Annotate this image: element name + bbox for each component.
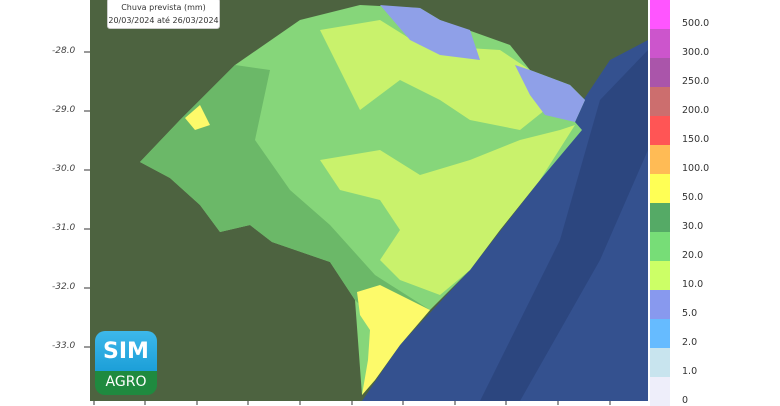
colorbar — [650, 0, 670, 406]
colorbar-swatch — [650, 145, 670, 174]
y-tick-label: -31.0 — [52, 223, 76, 233]
colorbar-swatch — [650, 261, 670, 290]
zone-50-100mm-south — [357, 285, 430, 395]
state-rio-grande-do-sul — [140, 5, 585, 395]
colorbar-swatch — [650, 116, 670, 145]
y-tick-label: -29.0 — [52, 105, 76, 115]
logo-sim: SIM — [95, 331, 157, 371]
legend-period: 20/03/2024 até 26/03/2024 — [108, 16, 219, 25]
colorbar-label: 300.0 — [682, 47, 710, 58]
colorbar-swatch — [650, 203, 670, 232]
colorbar-swatch — [650, 348, 670, 377]
colorbar-label: 10.0 — [682, 279, 704, 290]
colorbar-swatch — [650, 174, 670, 203]
y-tick-label: -28.0 — [52, 46, 76, 56]
map-legend-box: Chuva prevista (mm) 20/03/2024 até 26/03… — [107, 0, 220, 29]
x-axis-ticks — [93, 401, 611, 405]
colorbar-label: 200.0 — [682, 105, 710, 116]
colorbar-label: 150.0 — [682, 134, 710, 145]
colorbar-label: 20.0 — [682, 250, 704, 261]
colorbar-swatch — [650, 319, 670, 348]
y-tick-label: -33.0 — [52, 341, 76, 351]
colorbar-label: 250.0 — [682, 76, 710, 87]
colorbar-label: 0 — [682, 395, 689, 406]
colorbar-swatch — [650, 290, 670, 319]
colorbar-label: 100.0 — [682, 163, 710, 174]
y-tick-label: -30.0 — [52, 164, 76, 174]
colorbar-label: 5.0 — [682, 308, 698, 319]
zone-30-50mm — [140, 65, 430, 345]
zone-10-20mm-east — [320, 125, 575, 295]
logo-agro: AGRO — [95, 371, 157, 395]
colorbar-label: 2.0 — [682, 337, 698, 348]
zone-10-20mm-north — [320, 20, 545, 130]
rainfall-map — [84, 0, 648, 405]
y-tick-label: -32.0 — [52, 282, 76, 292]
colorbar-label: 1.0 — [682, 366, 698, 377]
colorbar-swatch — [650, 377, 670, 406]
colorbar-label: 50.0 — [682, 192, 704, 203]
zone-5-10mm-northeast — [515, 65, 585, 122]
colorbar-label: 500.0 — [682, 18, 710, 29]
sea-deep — [480, 50, 648, 401]
simagro-logo: SIM AGRO — [95, 331, 157, 395]
zone-50-100mm-west — [185, 105, 210, 130]
legend-title: Chuva prevista (mm) — [121, 3, 206, 12]
zone-5-10mm-north — [380, 5, 480, 60]
colorbar-swatch — [650, 232, 670, 261]
colorbar-label: 30.0 — [682, 221, 704, 232]
colorbar-swatch — [650, 0, 670, 29]
colorbar-swatch — [650, 29, 670, 58]
colorbar-swatch — [650, 87, 670, 116]
y-axis-ticks — [84, 51, 90, 348]
colorbar-swatch — [650, 58, 670, 87]
